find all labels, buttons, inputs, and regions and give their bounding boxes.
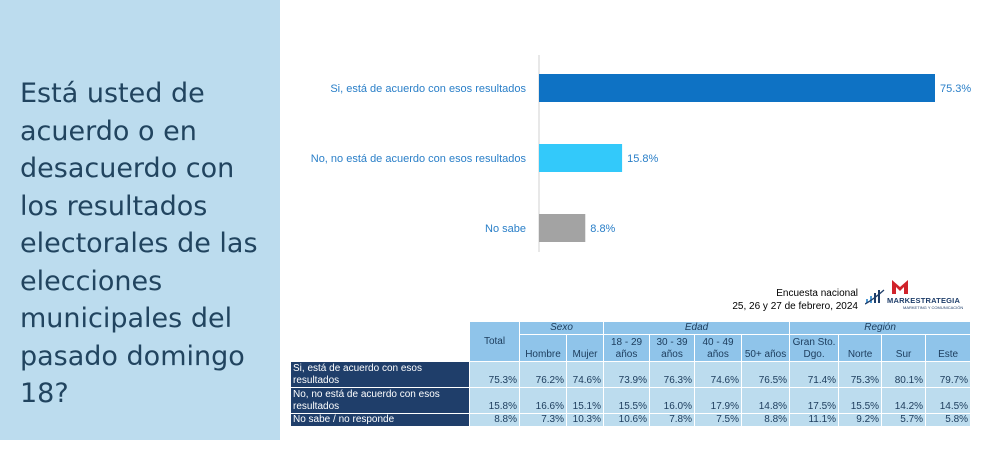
group-header-edad: Edad xyxy=(603,321,791,335)
table-cell: 80.1% xyxy=(881,361,927,388)
table-cell: 16.6% xyxy=(519,387,567,414)
table-body: Si, está de acuerdo con esos resultados 7… xyxy=(290,361,972,427)
table-cell: 15.8% xyxy=(469,387,520,414)
table-cell: 16.0% xyxy=(649,387,696,414)
table-cell: 76.5% xyxy=(741,361,791,388)
survey-note-line1: Encuesta nacional xyxy=(776,288,858,299)
logo-mark xyxy=(865,280,908,305)
survey-note: Encuesta nacional 25, 26 y 27 de febrero… xyxy=(690,287,858,313)
table-row: No sabe / no responde 8.8% 7.3% 10.3% 10.6% 7… xyxy=(290,413,972,427)
left-panel: Está usted de acuerdo o en desacuerdo co… xyxy=(0,0,280,440)
bar-1 xyxy=(539,74,935,102)
table-row: Si, está de acuerdo con esos resultados 7… xyxy=(290,361,972,388)
table-cell: 9.2% xyxy=(838,413,883,427)
column-header: Norte xyxy=(838,334,883,362)
value-label-3: 8.8% xyxy=(590,223,615,235)
table-cell: 17.9% xyxy=(694,387,743,414)
logo-tagline: MARKETING Y COMUNICACIÓN xyxy=(903,305,964,310)
table-cell: 15.5% xyxy=(603,387,651,414)
category-label-3: No sabe xyxy=(485,223,526,235)
table-cell: 76.3% xyxy=(649,361,696,388)
question-text: Está usted de acuerdo o en desacuerdo co… xyxy=(20,78,258,409)
bar-3 xyxy=(539,214,586,242)
table-cell: 7.5% xyxy=(694,413,743,427)
table-cell: 73.9% xyxy=(603,361,651,388)
value-label-1: 75.3% xyxy=(940,83,971,95)
column-header: Mujer xyxy=(565,334,605,362)
table-cell: 17.5% xyxy=(789,387,840,414)
table-cell: 71.4% xyxy=(789,361,840,388)
table-cell: 8.8% xyxy=(469,413,520,427)
crosstab-table: Total Sexo Edad Región Hombre Mujer 18 - 2… xyxy=(290,321,972,427)
markestrategia-logo: MARKESTRATEGIA MARKETING Y COMUNICACIÓN xyxy=(865,277,965,312)
row-label: Si, está de acuerdo con esos resultados xyxy=(290,361,470,388)
table-cell: 10.6% xyxy=(603,413,651,427)
category-label-2: No, no está de acuerdo con esos resultad… xyxy=(311,153,527,165)
column-header: 40 - 49 años xyxy=(694,334,743,362)
column-header: Este xyxy=(925,334,972,362)
table-cell: 14.5% xyxy=(925,387,972,414)
table-corner xyxy=(290,321,470,362)
table-cell: 8.8% xyxy=(741,413,791,427)
group-header-sexo: Sexo xyxy=(518,321,605,335)
table-cell: 5.8% xyxy=(925,413,972,427)
column-header: Sur xyxy=(881,334,927,362)
table-cell: 14.2% xyxy=(881,387,927,414)
table-cell: 14.8% xyxy=(741,387,791,414)
table-cell: 76.2% xyxy=(519,361,567,388)
table-cell: 11.1% xyxy=(789,413,840,427)
table-cell: 15.1% xyxy=(565,387,605,414)
value-label-2: 15.8% xyxy=(627,153,658,165)
table-cell: 79.7% xyxy=(925,361,972,388)
row-label: No sabe / no responde xyxy=(290,413,470,427)
category-label-1: Si, está de acuerdo con esos resultados xyxy=(330,83,526,95)
table-cell: 74.6% xyxy=(694,361,743,388)
table-cell: 74.6% xyxy=(565,361,605,388)
table-row: No, no está de acuerdo con esos resultad… xyxy=(290,387,972,414)
column-header: 30 - 39 años xyxy=(649,334,696,362)
table-cell: 10.3% xyxy=(565,413,605,427)
table-cell: 5.7% xyxy=(881,413,927,427)
column-header-total: Total xyxy=(469,321,520,362)
table-cell: 75.3% xyxy=(469,361,520,388)
table-cell: 7.8% xyxy=(649,413,696,427)
column-header: 50+ años xyxy=(741,334,791,362)
table-cell: 15.5% xyxy=(838,387,883,414)
survey-note-line2: 25, 26 y 27 de febrero, 2024 xyxy=(732,301,858,312)
table-cell: 7.3% xyxy=(519,413,567,427)
column-header: Gran Sto. Dgo. xyxy=(789,334,840,362)
row-label: No, no está de acuerdo con esos resultad… xyxy=(290,387,470,414)
column-header: Hombre xyxy=(519,334,567,362)
bar-chart: Si, está de acuerdo con esos resultados 7… xyxy=(311,55,971,252)
bar-2 xyxy=(539,144,623,172)
table-cell: 75.3% xyxy=(838,361,883,388)
logo-name: MARKESTRATEGIA xyxy=(887,296,961,305)
column-header: 18 - 29 años xyxy=(603,334,651,362)
group-header-region: Región xyxy=(789,321,972,335)
